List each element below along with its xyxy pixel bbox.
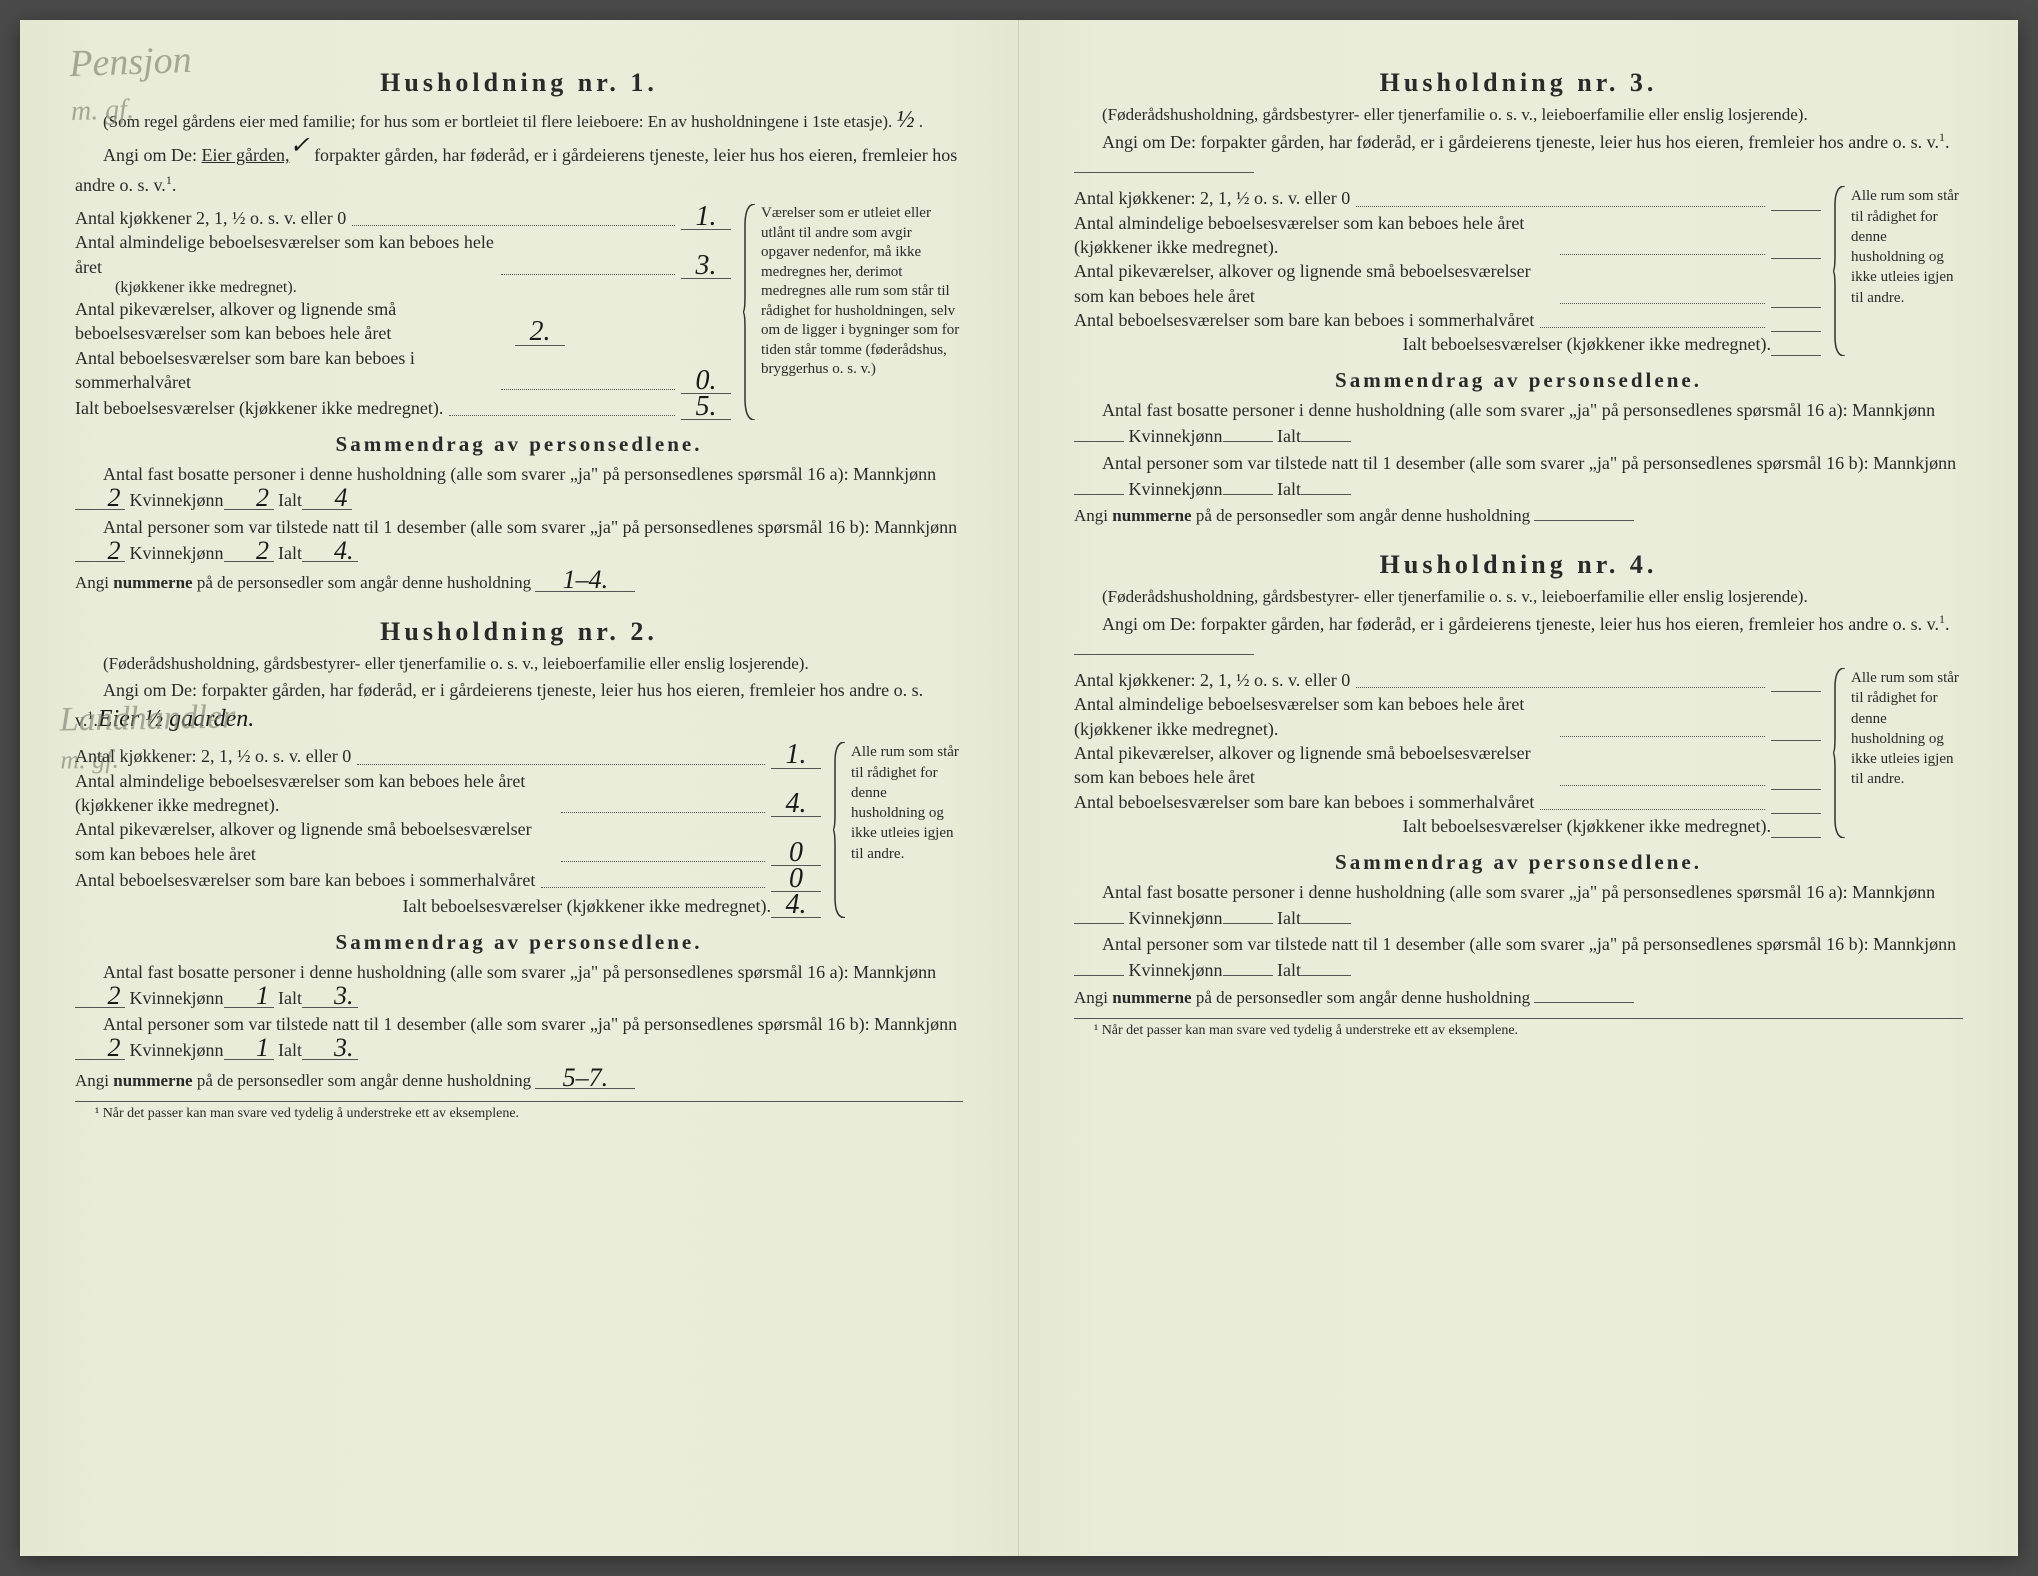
- pike-val-2: 0: [771, 840, 821, 866]
- ialt-val-4: [1771, 837, 1821, 838]
- pike-label-4: Antal pikeværelser, alkover og lignende …: [1074, 741, 1554, 790]
- ialt-label-2: Ialt beboelsesværelser (kjøkkener ikke m…: [403, 894, 771, 918]
- ialt-val-3: [1771, 355, 1821, 356]
- sammendrag-title-2: Sammendrag av personsedlene.: [75, 930, 963, 955]
- sum1-line-2: Antal fast bosatte personer i denne hush…: [75, 959, 963, 1011]
- angi-line-1: Angi om De: Eier gården,✓ forpakter gård…: [75, 138, 963, 198]
- sum2-line-2: Antal personer som var tilstede natt til…: [75, 1011, 963, 1063]
- kjokken-val-2: 1.: [771, 742, 821, 768]
- footnote-left: ¹ Når det passer kan man svare ved tydel…: [75, 1101, 963, 1122]
- sommer-label-3: Antal beboelsesværelser som bare kan beb…: [1074, 308, 1534, 332]
- angi-num-3: Angi nummerne på de personsedler som ang…: [1074, 506, 1963, 526]
- ialt-val-1: 5.: [681, 394, 731, 420]
- kjokken-val-1: 1.: [681, 204, 731, 230]
- section-title-1: Husholdning nr. 1.: [75, 68, 963, 98]
- sum2-line-3: Antal personer som var tilstede natt til…: [1074, 450, 1963, 502]
- pike-label-1: Antal pikeværelser, alkover og lignende …: [75, 297, 515, 346]
- alm-label-4: Antal almindelige beboelsesværelser som …: [1074, 692, 1554, 741]
- sum2-line-4: Antal personer som var tilstede natt til…: [1074, 931, 1963, 983]
- sammendrag-title-3: Sammendrag av personsedlene.: [1074, 368, 1963, 393]
- alm-label-1: Antal almindelige beboelsesværelser som …: [75, 230, 495, 279]
- kjokken-label-3: Antal kjøkkener: 2, 1, ½ o. s. v. eller …: [1074, 186, 1350, 210]
- sum2-line-1: Antal personer som var tilstede natt til…: [75, 514, 963, 566]
- angi-num-2: Angi nummerne på de personsedler som ang…: [75, 1068, 963, 1091]
- sammendrag-title-4: Sammendrag av personsedlene.: [1074, 850, 1963, 875]
- sammendrag-title-1: Sammendrag av personsedlene.: [75, 432, 963, 457]
- left-page: Pensjon m. gf. Husholdning nr. 1. (Som r…: [20, 20, 1019, 1556]
- intro-2: (Føderådshusholdning, gårdsbestyrer- ell…: [75, 653, 963, 676]
- footnote-right: ¹ Når det passer kan man svare ved tydel…: [1074, 1018, 1963, 1039]
- kjokken-label-4: Antal kjøkkener: 2, 1, ½ o. s. v. eller …: [1074, 668, 1350, 692]
- section-title-4: Husholdning nr. 4.: [1074, 550, 1963, 580]
- alm-val-1: 3.: [681, 253, 731, 279]
- alm-label-3: Antal almindelige beboelsesværelser som …: [1074, 211, 1554, 260]
- ialt-label-1: Ialt beboelsesværelser (kjøkkener ikke m…: [75, 396, 443, 420]
- sum1-line-4: Antal fast bosatte personer i denne hush…: [1074, 879, 1963, 931]
- pike-val-1: 2.: [515, 319, 565, 345]
- ialt-val-2: 4.: [771, 892, 821, 918]
- pike-label-2: Antal pikeværelser, alkover og lignende …: [75, 817, 555, 866]
- intro-1: (Som regel gårdens eier med familie; for…: [75, 104, 963, 136]
- sum1-line-1: Antal fast bosatte personer i denne hush…: [75, 461, 963, 513]
- ialt-label-3: Ialt beboelsesværelser (kjøkkener ikke m…: [1403, 332, 1771, 356]
- alm-label-2: Antal almindelige beboelsesværelser som …: [75, 769, 555, 818]
- sommer-label-1: Antal beboelsesværelser som bare kan beb…: [75, 346, 495, 395]
- alm-val-2: 4.: [771, 791, 821, 817]
- sidenote-1: Værelser som er utleiet eller utlånt til…: [743, 204, 963, 420]
- sommer-label-2: Antal beboelsesværelser som bare kan beb…: [75, 868, 535, 892]
- sidenote-3: Alle rum som står til rådighet for denne…: [1833, 186, 1963, 356]
- angi-line-4: Angi om De: forpakter gården, har føderå…: [1074, 611, 1963, 662]
- angi-num-4: Angi nummerne på de personsedler som ang…: [1074, 988, 1963, 1008]
- angi-num-1: Angi nummerne på de personsedler som ang…: [75, 570, 963, 593]
- sommer-label-4: Antal beboelsesværelser som bare kan beb…: [1074, 790, 1534, 814]
- handwritten-annotation-top: Pensjon m. gf.: [69, 38, 194, 130]
- form-block-3: Antal kjøkkener: 2, 1, ½ o. s. v. eller …: [1074, 186, 1963, 356]
- sidenote-2: Alle rum som står til rådighet for denne…: [833, 742, 963, 918]
- form-block-2: Antal kjøkkener: 2, 1, ½ o. s. v. eller …: [75, 742, 963, 918]
- pike-label-3: Antal pikeværelser, alkover og lignende …: [1074, 259, 1554, 308]
- intro-3: (Føderådshusholdning, gårdsbestyrer- ell…: [1074, 104, 1963, 127]
- section-title-2: Husholdning nr. 2.: [75, 617, 963, 647]
- form-block-1: Antal kjøkkener 2, 1, ½ o. s. v. eller 0…: [75, 204, 963, 420]
- kjokken-label-2: Antal kjøkkener: 2, 1, ½ o. s. v. eller …: [75, 744, 351, 768]
- right-page: Husholdning nr. 3. (Føderådshusholdning,…: [1019, 20, 2018, 1556]
- angi-line-3: Angi om De: forpakter gården, har føderå…: [1074, 129, 1963, 180]
- intro-4: (Føderådshusholdning, gårdsbestyrer- ell…: [1074, 586, 1963, 609]
- sidenote-4: Alle rum som står til rådighet for denne…: [1833, 668, 1963, 838]
- ialt-label-4: Ialt beboelsesværelser (kjøkkener ikke m…: [1403, 814, 1771, 838]
- section-title-3: Husholdning nr. 3.: [1074, 68, 1963, 98]
- form-block-4: Antal kjøkkener: 2, 1, ½ o. s. v. eller …: [1074, 668, 1963, 838]
- document-spread: Pensjon m. gf. Husholdning nr. 1. (Som r…: [20, 20, 2018, 1556]
- alm-sub-1: (kjøkkener ikke medregnet).: [75, 279, 731, 297]
- kjokken-label-1: Antal kjøkkener 2, 1, ½ o. s. v. eller 0: [75, 206, 346, 230]
- sum1-line-3: Antal fast bosatte personer i denne hush…: [1074, 397, 1963, 449]
